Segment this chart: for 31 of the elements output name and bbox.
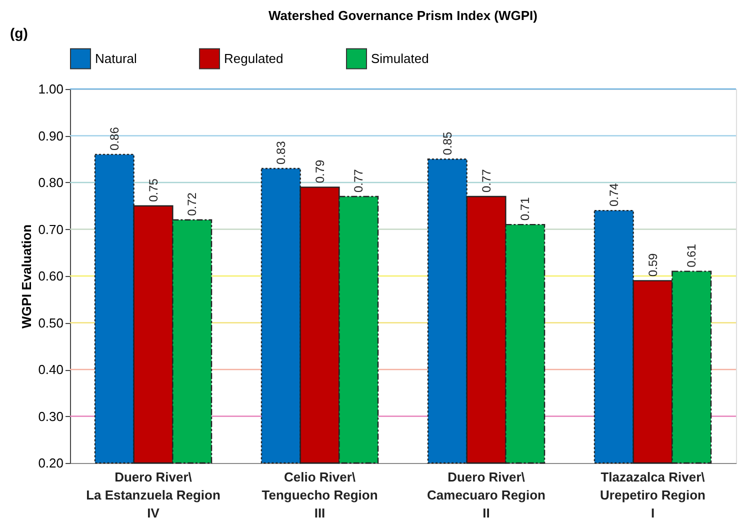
data-label: 0.72 <box>185 192 200 216</box>
y-tick-label: 0.70 <box>38 222 64 237</box>
y-tick-label: 0.30 <box>38 408 64 424</box>
x-tick-label: Celio River\ Tenguecho Region III <box>262 470 378 520</box>
legend-label: Regulated <box>224 50 284 66</box>
y-tick-label: 0.80 <box>38 175 64 190</box>
legend-label: Natural <box>95 50 138 66</box>
y-tick-label: 0.60 <box>38 268 64 284</box>
y-tick-label: 1.00 <box>38 82 64 96</box>
legend-label: Simulated <box>371 50 429 66</box>
text: (g) <box>10 25 28 41</box>
data-label: 0.61 <box>684 244 699 268</box>
data-label: 0.86 <box>107 126 122 150</box>
x-tick-label: Duero River\ Camecuaro Region II <box>427 470 546 520</box>
data-label: 0.77 <box>352 168 366 193</box>
chart-title: Watershed Governance Prism Index (WGPI) <box>268 8 538 23</box>
x-tick-label: Duero River\ La Estanzuela Region IV <box>86 470 220 520</box>
y-tick-label: 0.40 <box>38 362 64 377</box>
data-label: 0.77 <box>479 168 494 193</box>
data-label: 0.83 <box>274 140 288 164</box>
data-label: 0.85 <box>440 131 454 156</box>
y-axis-title: WGPI Evaluation <box>19 224 34 329</box>
y-tick-label: 0.90 <box>38 128 64 144</box>
x-tick-label: Tlazazalca River\ Urepetiro Region I <box>600 470 706 520</box>
y-tick-label: 0.20 <box>38 456 64 470</box>
data-label: 0.79 <box>312 159 327 184</box>
data-label: 0.74 <box>606 182 621 207</box>
data-label: 0.75 <box>146 178 160 202</box>
data-label: 0.71 <box>518 196 532 221</box>
data-label: 0.59 <box>646 252 660 277</box>
y-tick-label: 0.50 <box>38 315 64 330</box>
